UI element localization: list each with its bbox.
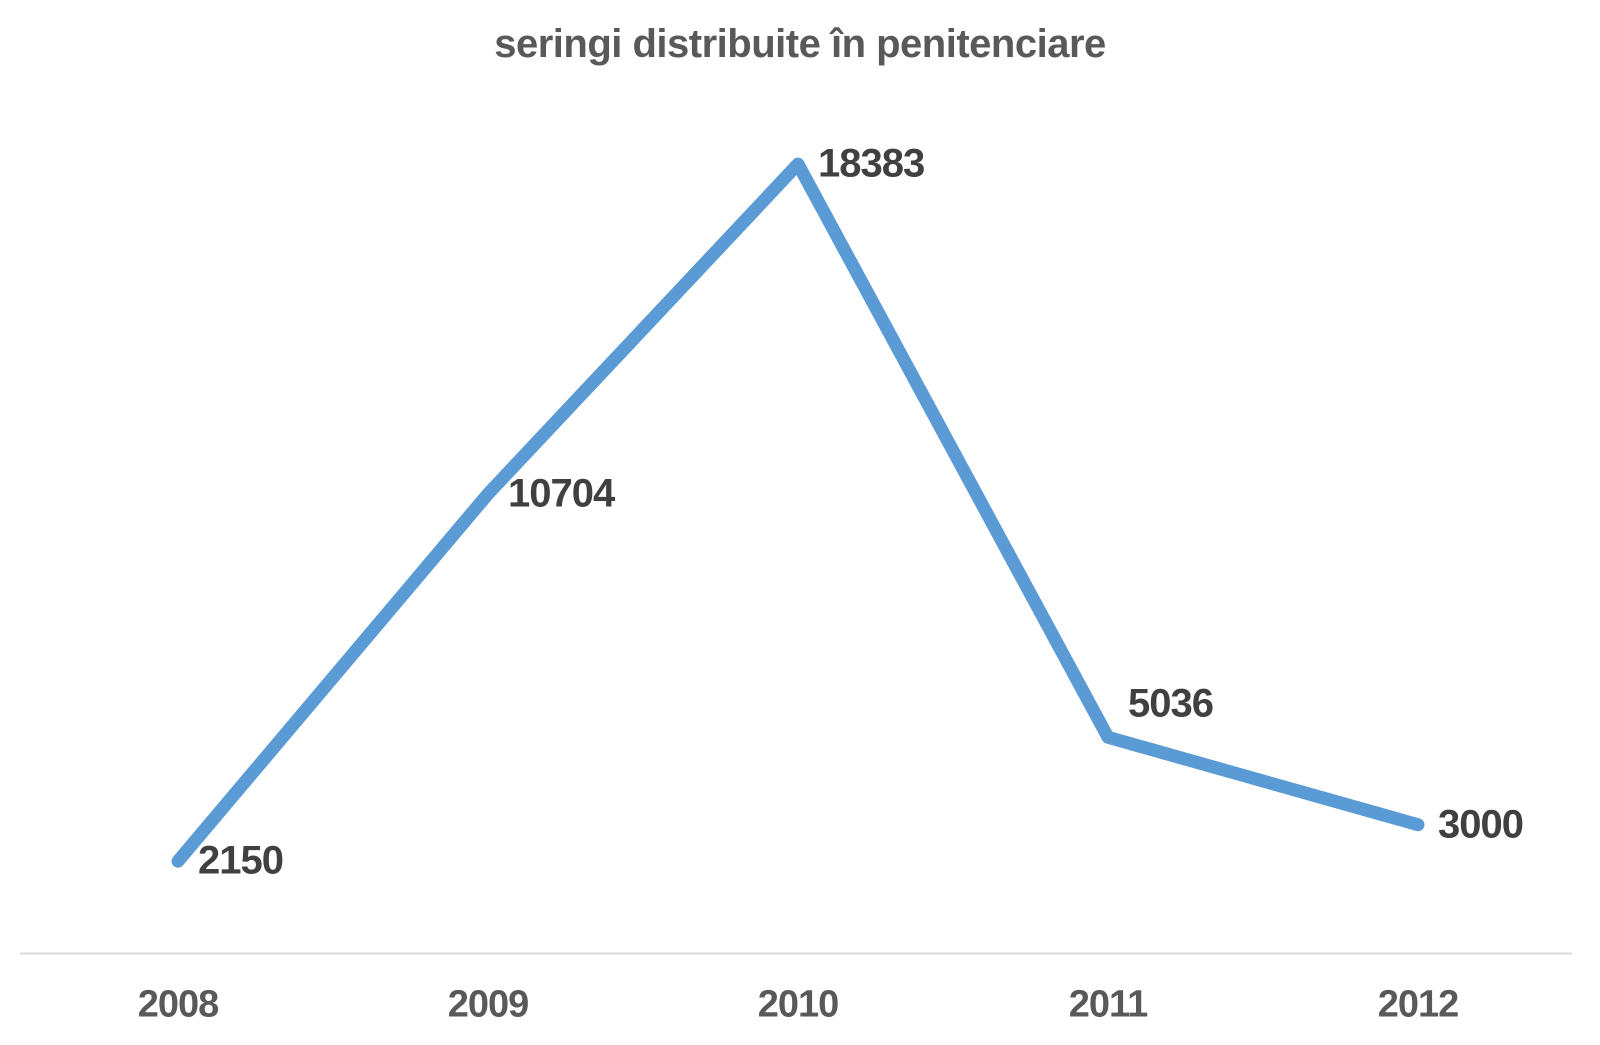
data-label-2011: 5036 xyxy=(1128,681,1214,726)
axis-label-2011: 2011 xyxy=(1068,983,1148,1026)
data-label-2008: 2150 xyxy=(198,838,284,883)
axis-label-2012: 2012 xyxy=(1377,983,1460,1026)
data-label-2012: 3000 xyxy=(1438,802,1524,847)
data-label-2009: 10704 xyxy=(508,471,615,516)
axis-label-2008: 2008 xyxy=(137,983,220,1026)
axis-label-2010: 2010 xyxy=(757,983,840,1026)
chart-title: seringi distribuite în penitenciare xyxy=(494,22,1106,66)
axis-label-2009: 2009 xyxy=(447,983,530,1026)
data-label-2010: 18383 xyxy=(818,141,925,186)
series-line xyxy=(171,157,1425,868)
